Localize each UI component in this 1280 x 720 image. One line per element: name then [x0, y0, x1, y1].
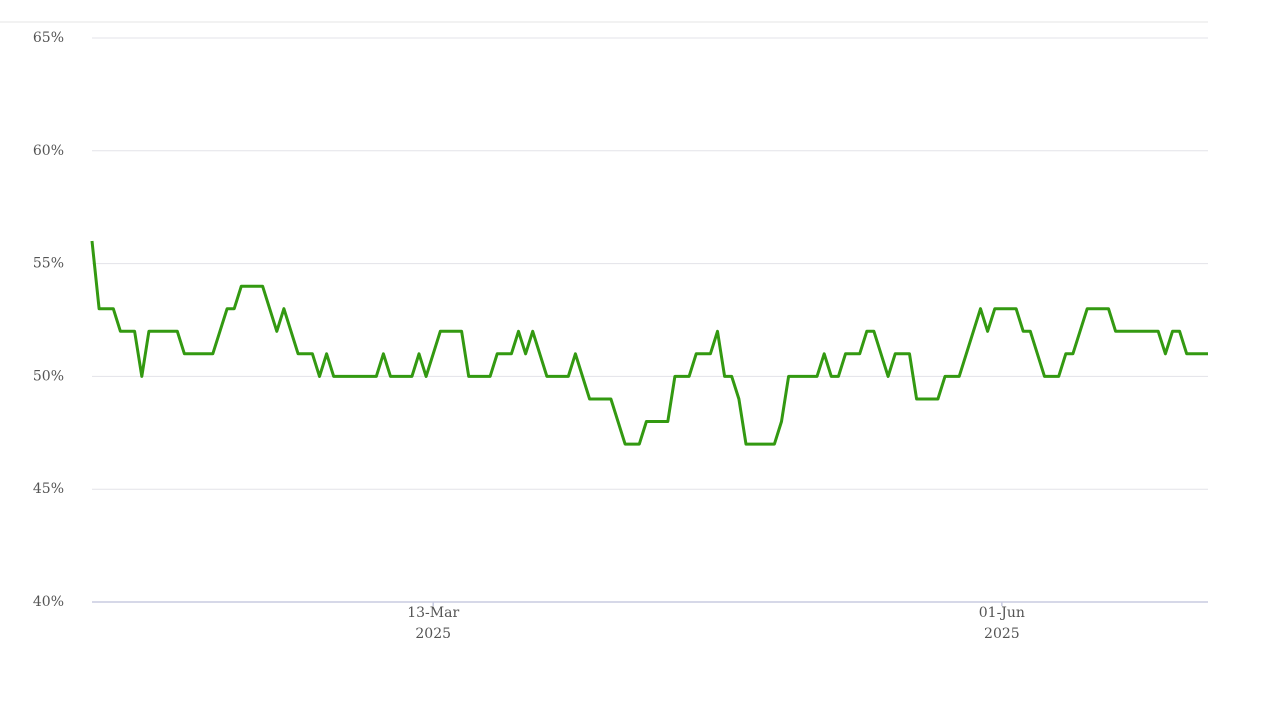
y-tick-label: 45%: [33, 481, 64, 497]
x-tick-label: 13-Mar: [407, 605, 459, 621]
y-tick-label: 65%: [33, 30, 64, 46]
x-tick-label: 2025: [984, 626, 1020, 642]
x-tick-label: 01-Jun: [979, 605, 1025, 621]
y-tick-label: 50%: [33, 368, 64, 384]
y-tick-label: 55%: [33, 256, 64, 272]
y-tick-label: 40%: [33, 594, 64, 610]
x-tick-label: 2025: [415, 626, 451, 642]
data-line: [90, 240, 1208, 446]
y-tick-label: 60%: [33, 143, 64, 159]
